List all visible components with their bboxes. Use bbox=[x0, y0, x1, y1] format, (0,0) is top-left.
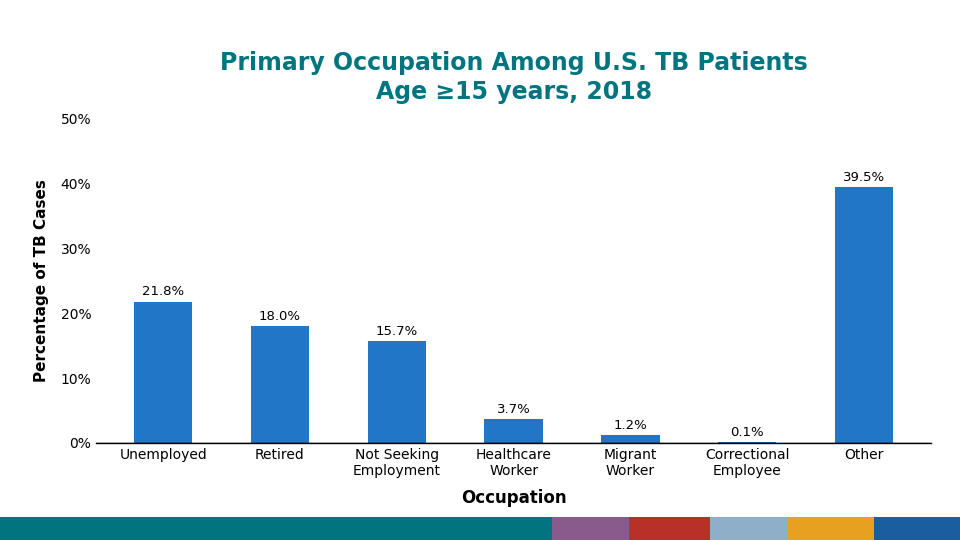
Bar bbox=[368, 341, 426, 443]
Bar bbox=[601, 435, 660, 443]
Bar bbox=[787, 517, 874, 540]
Bar bbox=[552, 517, 629, 540]
Text: 3.7%: 3.7% bbox=[496, 403, 531, 416]
Bar bbox=[718, 442, 777, 443]
Bar bbox=[485, 419, 542, 443]
Bar bbox=[251, 326, 309, 443]
Text: 1.2%: 1.2% bbox=[613, 419, 647, 432]
X-axis label: Occupation: Occupation bbox=[461, 489, 566, 507]
Bar bbox=[874, 517, 960, 540]
Bar bbox=[629, 517, 710, 540]
Bar bbox=[710, 517, 787, 540]
Text: 0.1%: 0.1% bbox=[731, 426, 764, 439]
Text: 18.0%: 18.0% bbox=[259, 310, 301, 323]
Y-axis label: Percentage of TB Cases: Percentage of TB Cases bbox=[35, 179, 49, 382]
Text: 21.8%: 21.8% bbox=[142, 285, 184, 298]
Title: Primary Occupation Among U.S. TB Patients
Age ≥15 years, 2018: Primary Occupation Among U.S. TB Patient… bbox=[220, 51, 807, 104]
Bar bbox=[134, 301, 192, 443]
Text: 39.5%: 39.5% bbox=[843, 171, 885, 184]
Bar bbox=[0, 517, 552, 540]
Bar bbox=[835, 187, 893, 443]
Text: 15.7%: 15.7% bbox=[375, 325, 418, 338]
